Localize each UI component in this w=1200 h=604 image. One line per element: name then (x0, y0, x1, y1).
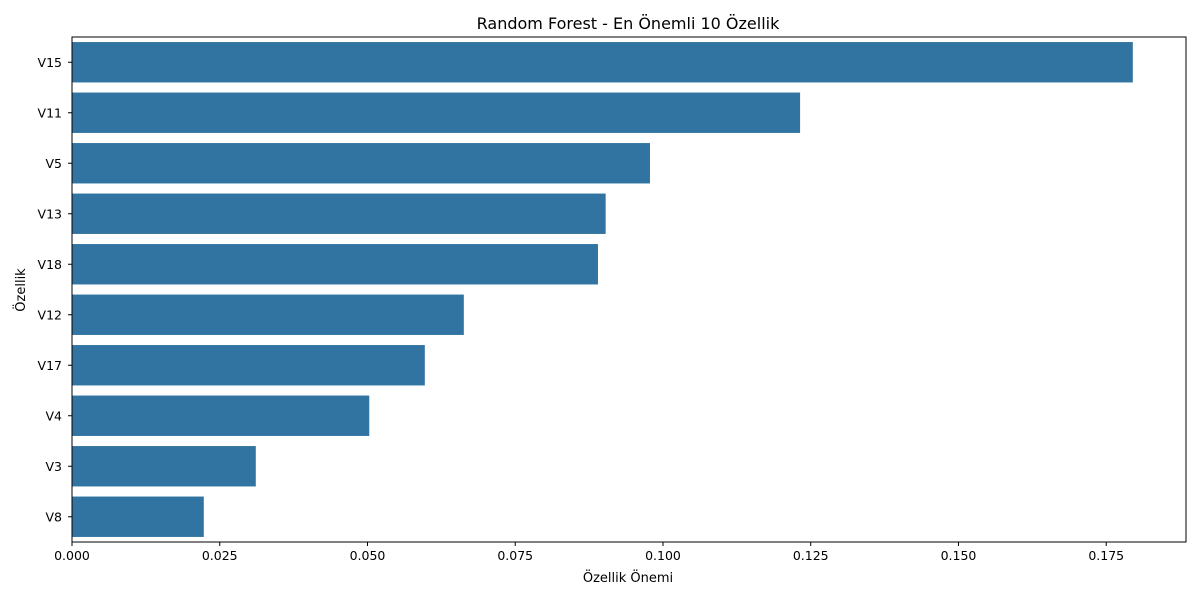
x-tick-label: 0.100 (645, 548, 681, 563)
bar-v17 (72, 345, 425, 386)
bar-v8 (72, 496, 204, 537)
x-axis-ticks: 0.000 0.025 0.050 0.075 0.100 0.125 0.150 0.175 (54, 542, 1124, 563)
chart-title: Random Forest - En Önemli 10 Özellik (477, 14, 780, 33)
bar-v13 (72, 193, 606, 234)
y-tick-label: V11 (38, 105, 62, 120)
x-tick-label: 0.125 (793, 548, 829, 563)
x-tick-label: 0.025 (202, 548, 238, 563)
y-axis-label: Özellik (12, 268, 29, 312)
bar-v12 (72, 294, 464, 335)
bar-v4 (72, 395, 370, 436)
x-axis-label: Özellik Önemi (583, 569, 673, 586)
y-tick-label: V15 (38, 55, 62, 70)
bar-v15 (72, 42, 1133, 83)
x-tick-label: 0.075 (497, 548, 533, 563)
plot-frame (71, 36, 1187, 543)
bar-v5 (72, 143, 650, 184)
bar-v11 (72, 92, 801, 133)
x-tick-label: 0.175 (1088, 548, 1124, 563)
x-tick-label: 0.150 (941, 548, 977, 563)
y-tick-label: V18 (38, 257, 63, 272)
bars-group (72, 42, 1133, 537)
bar-v3 (72, 446, 256, 487)
axes-frame (71, 36, 1187, 543)
y-tick-label: V8 (45, 509, 62, 524)
y-tick-label: V12 (38, 307, 62, 322)
y-tick-label: V5 (45, 156, 62, 171)
x-tick-label: 0.050 (350, 548, 386, 563)
y-tick-label: V4 (45, 408, 62, 423)
x-tick-label: 0.000 (54, 548, 90, 563)
y-axis-ticks: V15 V11 V5 V13 V18 V12 V17 V4 V3 V8 (38, 55, 72, 524)
y-tick-label: V3 (45, 459, 62, 474)
y-tick-label: V13 (38, 206, 62, 221)
bar-v18 (72, 244, 598, 285)
y-tick-label: V17 (38, 358, 62, 373)
